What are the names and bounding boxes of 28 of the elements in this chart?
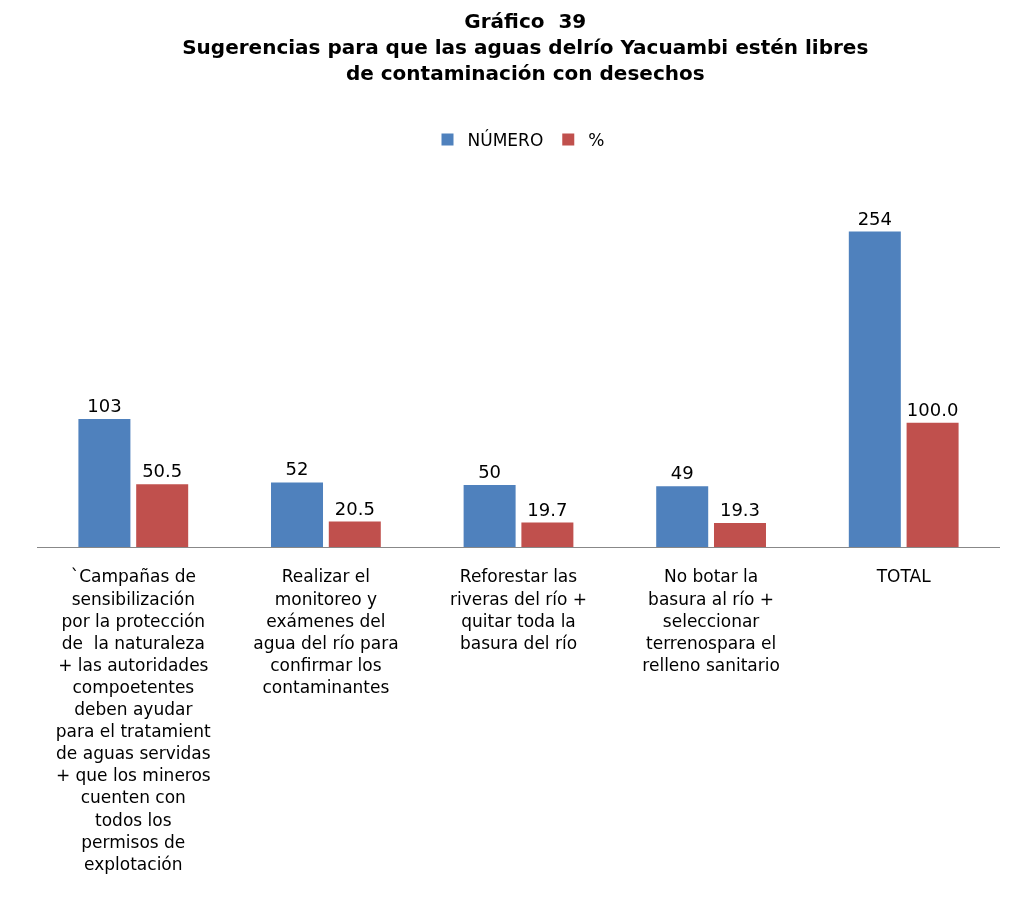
bar [906, 422, 959, 547]
bar [271, 482, 324, 547]
bar [521, 522, 574, 547]
data-label: 19.7 [527, 498, 568, 520]
bar [136, 484, 189, 547]
data-label: 52 [285, 458, 309, 480]
legend-label: % [588, 130, 605, 151]
bar [656, 486, 709, 547]
bar [78, 419, 131, 547]
x-tick-label: Reforestar las riveras del río + quitar toda la basura del río [449, 566, 588, 653]
data-label: 20.5 [334, 497, 375, 519]
bar [463, 484, 516, 547]
bar [328, 521, 381, 547]
data-label: 254 [857, 207, 892, 229]
legend-label: NÚMERO [467, 129, 544, 151]
data-label: 100.0 [906, 398, 959, 420]
data-label: 49 [670, 462, 694, 484]
x-tick-label: TOTAL [875, 566, 932, 587]
data-label: 50 [478, 460, 502, 482]
chart-title: Gráfico 39 Sugerencias para que las aguas delrío Yacuambi estén libres de contaminación con desechos [182, 9, 869, 85]
category-label: `Campañas de sensibilización por la protección de la naturaleza + las autoridades compoetentes deben ayudar para el tratamient de aguas servidas + que los mineros cuenten con todos los permisos de explotación [55, 566, 211, 874]
bar [713, 523, 766, 547]
data-label: 19.3 [719, 499, 761, 521]
x-tick-label: No botar la basura al río + seleccionar terrenospara el relleno sanitario [642, 566, 780, 675]
x-tick-label: Realizar el monitoreo y exámenes del agua del río para confirmar los contaminantes [253, 566, 399, 697]
bar [848, 231, 901, 547]
data-label: 50.5 [142, 460, 183, 482]
data-label: 103 [87, 395, 122, 417]
